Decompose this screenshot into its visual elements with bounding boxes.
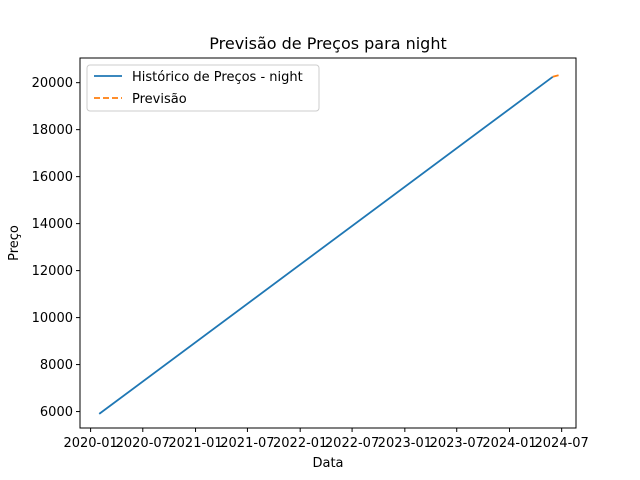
y-tick-label: 8000 [40, 358, 73, 373]
series-line-previsao [552, 73, 562, 78]
y-tick-label: 12000 [32, 264, 73, 279]
legend-label-previsao: Previsão [132, 92, 187, 107]
y-tick-label: 6000 [40, 405, 73, 420]
y-tick-label: 16000 [32, 170, 73, 185]
y-tick-label: 20000 [32, 76, 73, 91]
y-tick-label: 10000 [32, 311, 73, 326]
x-tick-label: 2020-07 [116, 436, 170, 451]
x-tick-label: 2023-07 [430, 436, 484, 451]
x-tick-label: 2022-01 [273, 436, 327, 451]
x-tick-label: 2024-07 [535, 436, 589, 451]
series-line-historico [98, 76, 554, 415]
x-axis-label: Data [312, 456, 343, 471]
x-tick-label: 2020-01 [63, 436, 117, 451]
legend: Histórico de Preços - night Previsão [86, 64, 320, 112]
x-tick-label: 2024-01 [482, 436, 536, 451]
y-axis: 6000 8000 10000 12000 14000 16000 18000 20000 [32, 76, 80, 420]
y-tick-label: 14000 [32, 217, 73, 232]
x-tick-label: 2022-07 [325, 436, 379, 451]
chart-title: Previsão de Preços para night [209, 34, 446, 53]
legend-box [86, 64, 320, 112]
x-tick-label: 2021-07 [220, 436, 274, 451]
y-tick-label: 18000 [32, 123, 73, 138]
y-axis-label: Preço [7, 225, 22, 261]
legend-label-historico: Histórico de Preços - night [132, 70, 303, 85]
x-tick-label: 2021-01 [168, 436, 222, 451]
series-lines [98, 73, 562, 415]
x-tick-label: 2023-01 [378, 436, 432, 451]
x-axis: 2020-012020-072021-012021-072022-012022-… [63, 428, 589, 451]
